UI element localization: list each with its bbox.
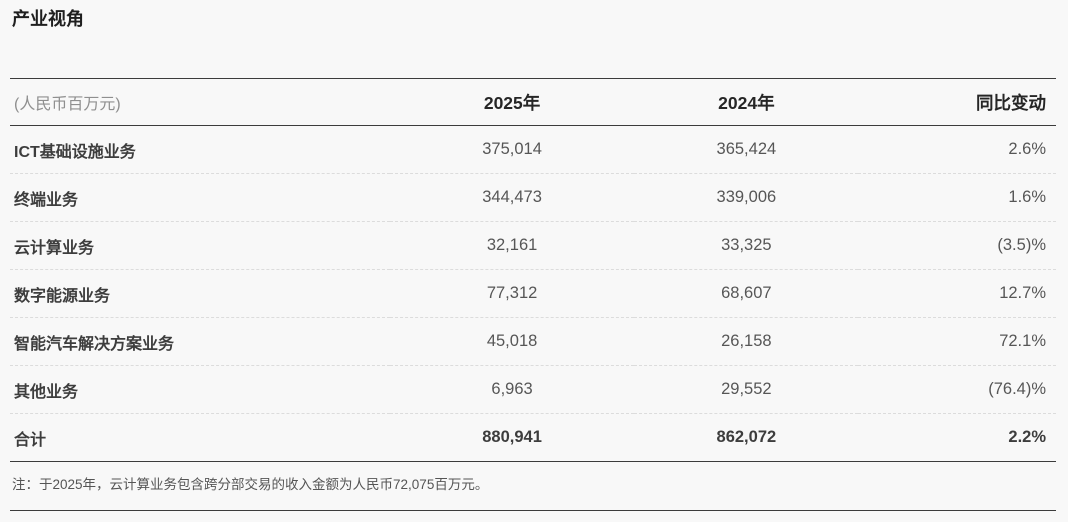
value-2025: 45,018	[389, 317, 635, 366]
industry-view-section: 产业视角 (人民币百万元) 2025年 2024年 同比变动 ICT基础设施业务…	[10, 9, 1056, 511]
value-2025: 77,312	[389, 269, 635, 318]
row-label: 终端业务	[10, 173, 390, 222]
table-row-intelligent-auto: 智能汽车解决方案业务 45,018 26,158 72.1%	[10, 317, 1056, 366]
value-yoy: (3.5)%	[858, 221, 1056, 270]
value-2024: 365,424	[716, 140, 777, 158]
value-2025: 375,014	[482, 140, 542, 158]
value-2024: 33,325	[634, 221, 859, 270]
value-yoy: 2.6%	[1008, 140, 1046, 158]
table-note: 注：于2025年，云计算业务包含跨分部交易的收入金额为人民币72,075百万元。	[10, 462, 1056, 511]
row-label: 合计	[10, 413, 390, 462]
table-row-others: 其他业务 6,963 29,552 (76.4)%	[10, 365, 1056, 414]
value-yoy: 12.7%	[858, 269, 1056, 318]
value-2024: 68,607	[634, 269, 859, 318]
value-2024: 26,158	[634, 317, 859, 366]
segment-revenue-table: (人民币百万元) 2025年 2024年 同比变动 ICT基础设施业务 375,…	[10, 78, 1056, 462]
col-header-2025: 2025年	[389, 78, 635, 126]
col-header-yoy: 同比变动	[858, 78, 1056, 126]
value-2024: 29,552	[634, 365, 859, 414]
value-2025: 6,963	[389, 365, 635, 414]
value-yoy: (76.4)%	[858, 365, 1056, 414]
value-2024: 862,072	[634, 413, 859, 462]
row-label: 其他业务	[10, 365, 390, 414]
unit-label: (人民币百万元)	[10, 78, 390, 126]
value-2025: 344,473	[389, 173, 635, 222]
table-row-digital-power: 数字能源业务 77,312 68,607 12.7%	[10, 269, 1056, 318]
table-row-cloud: 云计算业务 32,161 33,325 (3.5)%	[10, 221, 1056, 270]
row-label: ICT基础设施业务	[14, 143, 136, 161]
table-row-total: 合计 880,941 862,072 2.2%	[10, 413, 1056, 462]
page-title: 产业视角	[12, 9, 84, 29]
value-2024: 339,006	[634, 173, 859, 222]
value-yoy: 1.6%	[858, 173, 1056, 222]
table-row-ict: ICT基础设施业务 375,014 365,424 2.6%	[10, 126, 1056, 174]
col-header-2024: 2024年	[634, 78, 859, 126]
value-yoy: 2.2%	[858, 413, 1056, 462]
row-label: 数字能源业务	[10, 269, 390, 318]
value-2025: 32,161	[389, 221, 635, 270]
value-2025: 880,941	[389, 413, 635, 462]
table-header-row: (人民币百万元) 2025年 2024年 同比变动	[10, 78, 1056, 126]
row-label: 云计算业务	[10, 221, 390, 270]
value-yoy: 72.1%	[858, 317, 1056, 366]
row-label: 智能汽车解决方案业务	[10, 317, 390, 366]
table-row-devices: 终端业务 344,473 339,006 1.6%	[10, 173, 1056, 222]
